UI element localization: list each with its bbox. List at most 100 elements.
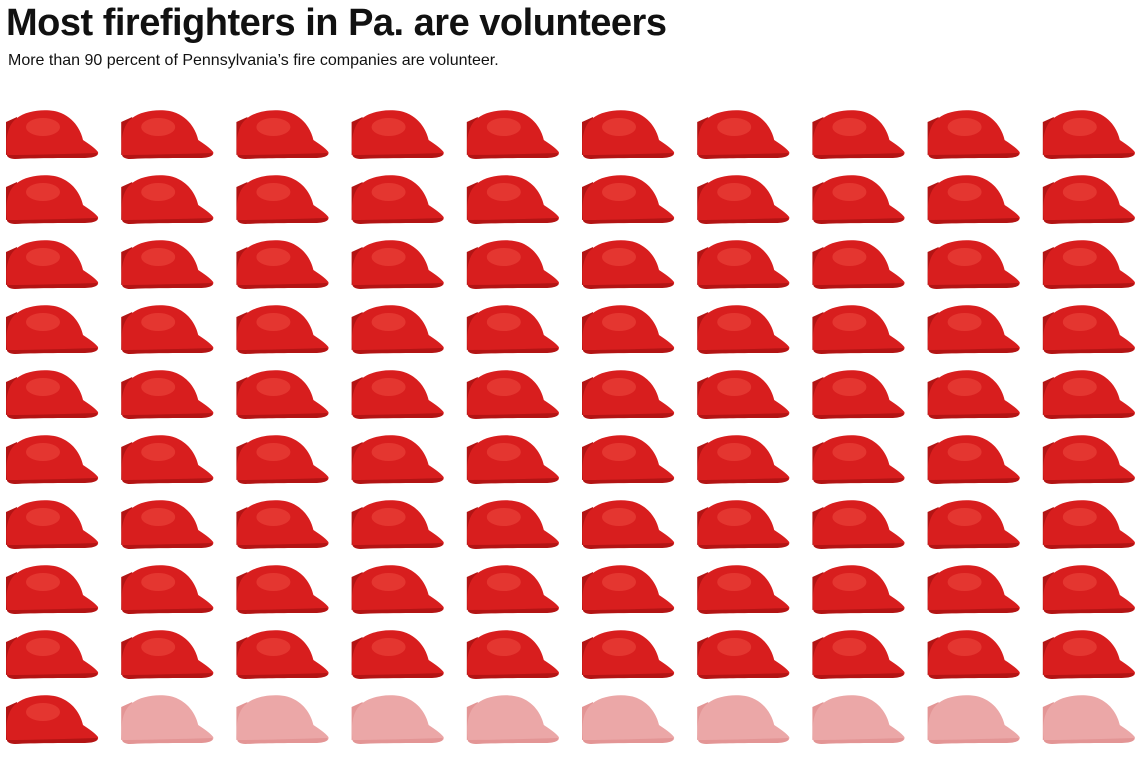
fire-helmet-icon xyxy=(1042,240,1135,289)
fire-helmet-icon xyxy=(6,240,99,289)
fire-helmet-icon xyxy=(466,695,559,744)
fire-helmet-icon xyxy=(812,240,905,289)
fire-helmet-icon xyxy=(121,175,214,224)
fire-helmet-icon xyxy=(236,305,329,354)
fire-helmet-icon xyxy=(697,305,790,354)
fire-helmet-icon xyxy=(1042,500,1135,549)
fire-helmet-icon xyxy=(812,370,905,419)
chart-title: Most firefighters in Pa. are volunteers xyxy=(6,2,667,44)
fire-helmet-icon xyxy=(351,695,444,744)
fire-helmet-icon xyxy=(466,175,559,224)
fire-helmet-icon xyxy=(466,240,559,289)
fire-helmet-icon xyxy=(697,110,790,159)
fire-helmet-icon xyxy=(582,175,675,224)
fire-helmet-icon xyxy=(697,370,790,419)
fire-helmet-icon xyxy=(6,435,99,484)
fire-helmet-icon xyxy=(121,370,214,419)
fire-helmet-icon xyxy=(121,435,214,484)
fire-helmet-icon xyxy=(927,370,1020,419)
fire-helmet-icon xyxy=(351,565,444,614)
fire-helmet-icon xyxy=(697,565,790,614)
fire-helmet-icon xyxy=(236,565,329,614)
fire-helmet-icon xyxy=(1042,175,1135,224)
fire-helmet-icon xyxy=(1042,565,1135,614)
fire-helmet-icon xyxy=(121,565,214,614)
fire-helmet-icon xyxy=(1042,305,1135,354)
fire-helmet-icon xyxy=(697,240,790,289)
fire-helmet-icon xyxy=(466,630,559,679)
fire-helmet-icon xyxy=(351,110,444,159)
fire-helmet-icon xyxy=(927,695,1020,744)
fire-helmet-icon xyxy=(6,305,99,354)
fire-helmet-icon xyxy=(236,695,329,744)
fire-helmet-icon xyxy=(351,435,444,484)
fire-helmet-icon xyxy=(812,630,905,679)
fire-helmet-icon xyxy=(466,500,559,549)
fire-helmet-icon xyxy=(6,175,99,224)
fire-helmet-icon xyxy=(927,305,1020,354)
fire-helmet-icon xyxy=(351,500,444,549)
fire-helmet-icon xyxy=(351,305,444,354)
fire-helmet-icon xyxy=(466,305,559,354)
fire-helmet-icon xyxy=(351,370,444,419)
fire-helmet-icon xyxy=(466,110,559,159)
fire-helmet-icon xyxy=(236,630,329,679)
fire-helmet-icon xyxy=(351,630,444,679)
fire-helmet-icon xyxy=(6,630,99,679)
fire-helmet-icon xyxy=(812,175,905,224)
fire-helmet-icon xyxy=(6,110,99,159)
fire-helmet-icon xyxy=(812,695,905,744)
fire-helmet-icon xyxy=(927,175,1020,224)
fire-helmet-icon xyxy=(466,370,559,419)
fire-helmet-icon xyxy=(236,370,329,419)
fire-helmet-icon xyxy=(1042,695,1135,744)
fire-helmet-icon xyxy=(351,175,444,224)
fire-helmet-icon xyxy=(121,695,214,744)
fire-helmet-icon xyxy=(582,435,675,484)
fire-helmet-icon xyxy=(927,240,1020,289)
fire-helmet-icon xyxy=(582,500,675,549)
fire-helmet-icon xyxy=(927,565,1020,614)
fire-helmet-icon xyxy=(6,565,99,614)
fire-helmet-icon xyxy=(927,435,1020,484)
fire-helmet-icon xyxy=(697,435,790,484)
fire-helmet-icon xyxy=(697,500,790,549)
fire-helmet-icon xyxy=(697,695,790,744)
fire-helmet-icon xyxy=(927,500,1020,549)
fire-helmet-icon xyxy=(121,630,214,679)
fire-helmet-icon xyxy=(121,500,214,549)
chart-subtitle: More than 90 percent of Pennsylvania’s f… xyxy=(8,52,499,69)
fire-helmet-icon xyxy=(582,630,675,679)
fire-helmet-icon xyxy=(697,175,790,224)
fire-helmet-icon xyxy=(1042,435,1135,484)
fire-helmet-icon xyxy=(697,630,790,679)
fire-helmet-icon xyxy=(812,500,905,549)
fire-helmet-icon xyxy=(236,500,329,549)
fire-helmet-icon xyxy=(6,370,99,419)
fire-helmet-icon xyxy=(812,565,905,614)
helmet-grid xyxy=(6,110,1135,744)
fire-helmet-icon xyxy=(466,565,559,614)
fire-helmet-icon xyxy=(1042,630,1135,679)
fire-helmet-icon xyxy=(927,630,1020,679)
fire-helmet-icon xyxy=(1042,110,1135,159)
fire-helmet-icon xyxy=(6,695,99,744)
fire-helmet-icon xyxy=(121,110,214,159)
fire-helmet-icon xyxy=(121,240,214,289)
fire-helmet-icon xyxy=(812,110,905,159)
fire-helmet-icon xyxy=(236,240,329,289)
fire-helmet-icon xyxy=(351,240,444,289)
fire-helmet-icon xyxy=(812,435,905,484)
fire-helmet-icon xyxy=(236,175,329,224)
fire-helmet-icon xyxy=(236,110,329,159)
fire-helmet-icon xyxy=(6,500,99,549)
fire-helmet-icon xyxy=(812,305,905,354)
fire-helmet-icon xyxy=(236,435,329,484)
fire-helmet-icon xyxy=(466,435,559,484)
fire-helmet-icon xyxy=(121,305,214,354)
fire-helmet-icon xyxy=(582,240,675,289)
fire-helmet-icon xyxy=(582,565,675,614)
fire-helmet-icon xyxy=(582,305,675,354)
fire-helmet-icon xyxy=(927,110,1020,159)
